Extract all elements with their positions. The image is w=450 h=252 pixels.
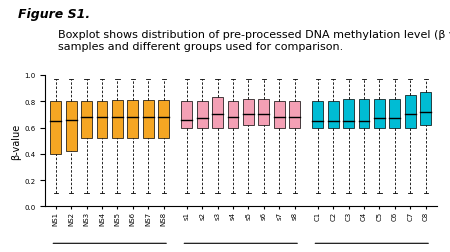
Text: Boxplot shows distribution of pre-processed DNA methylation level (β values) fro: Boxplot shows distribution of pre-proces… xyxy=(58,30,450,52)
FancyBboxPatch shape xyxy=(197,102,207,128)
FancyBboxPatch shape xyxy=(328,102,338,128)
FancyBboxPatch shape xyxy=(289,102,300,128)
FancyBboxPatch shape xyxy=(81,102,92,139)
FancyBboxPatch shape xyxy=(274,102,285,128)
FancyBboxPatch shape xyxy=(420,93,431,125)
FancyBboxPatch shape xyxy=(343,99,354,128)
FancyBboxPatch shape xyxy=(312,102,323,128)
FancyBboxPatch shape xyxy=(143,101,153,139)
FancyBboxPatch shape xyxy=(50,102,61,154)
FancyBboxPatch shape xyxy=(127,101,138,139)
FancyBboxPatch shape xyxy=(258,99,269,125)
FancyBboxPatch shape xyxy=(181,102,192,128)
Text: Figure S1.: Figure S1. xyxy=(18,8,90,20)
FancyBboxPatch shape xyxy=(359,99,369,128)
FancyBboxPatch shape xyxy=(158,101,169,139)
FancyBboxPatch shape xyxy=(228,102,238,128)
FancyBboxPatch shape xyxy=(66,102,77,152)
FancyBboxPatch shape xyxy=(243,99,254,125)
FancyBboxPatch shape xyxy=(112,101,123,139)
FancyBboxPatch shape xyxy=(212,98,223,128)
FancyBboxPatch shape xyxy=(374,99,385,128)
FancyBboxPatch shape xyxy=(390,99,400,128)
Y-axis label: β-value: β-value xyxy=(11,123,21,159)
FancyBboxPatch shape xyxy=(405,95,416,128)
FancyBboxPatch shape xyxy=(97,102,108,139)
